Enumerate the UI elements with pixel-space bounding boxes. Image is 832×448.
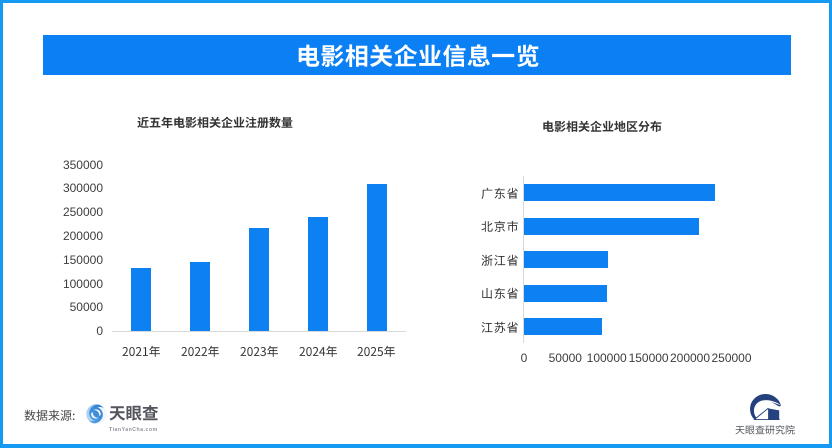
svg-text:TianYanCha.com: TianYanCha.com: [109, 427, 158, 432]
